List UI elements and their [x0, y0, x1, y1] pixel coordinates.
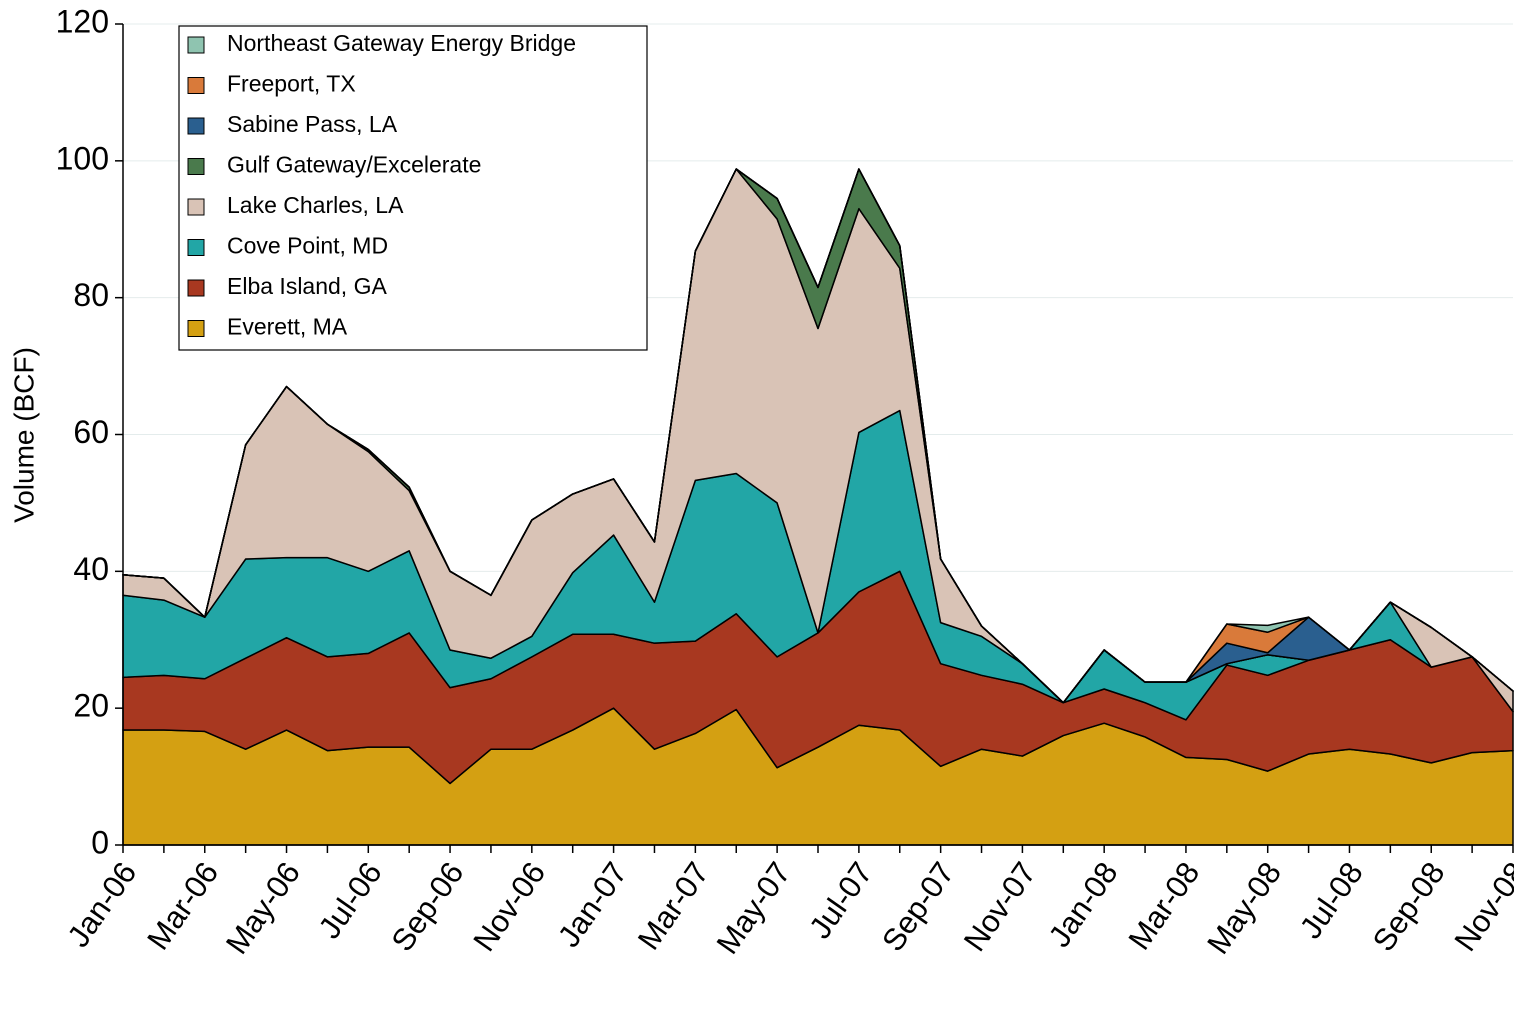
- legend-label: Sabine Pass, LA: [227, 111, 398, 137]
- legend-swatch: [187, 279, 205, 297]
- x-tick-label: Sep-07: [875, 856, 961, 958]
- x-tick-label: Mar-08: [1121, 856, 1206, 957]
- y-tick-label: 120: [56, 3, 109, 39]
- legend-swatch: [187, 36, 205, 54]
- x-tick-label: Jan-07: [551, 856, 634, 954]
- legend-swatch: [187, 198, 205, 216]
- x-tick-label: Jan-08: [1042, 856, 1125, 954]
- legend-swatch: [187, 158, 205, 175]
- x-tick-label: Jul-07: [802, 856, 879, 945]
- y-tick-label: 20: [73, 688, 109, 724]
- x-tick-label: Nov-07: [957, 856, 1043, 958]
- y-tick-label: 100: [56, 140, 109, 176]
- x-tick-label: Jul-08: [1293, 856, 1370, 945]
- x-tick-label: Sep-06: [384, 856, 470, 958]
- x-tick-label: Sep-08: [1366, 856, 1452, 958]
- legend-label: Gulf Gateway/Excelerate: [227, 152, 481, 178]
- legend-label: Northeast Gateway Energy Bridge: [227, 30, 576, 56]
- x-tick-label: May-07: [710, 856, 798, 961]
- legend-label: Freeport, TX: [227, 71, 356, 97]
- x-tick-label: Jul-06: [312, 856, 389, 945]
- y-tick-label: 0: [91, 824, 109, 860]
- y-tick-label: 80: [73, 277, 109, 313]
- legend-box: [178, 25, 648, 351]
- legend-swatch: [187, 320, 205, 337]
- x-tick-label: Mar-06: [140, 856, 225, 957]
- legend-swatch: [187, 77, 205, 94]
- x-tick-label: Mar-07: [631, 856, 716, 957]
- area: [122, 168, 1514, 704]
- x-tick-label: Nov-08: [1447, 856, 1514, 958]
- legend-label: Lake Charles, LA: [227, 192, 404, 218]
- x-tick-label: Jan-06: [60, 856, 143, 954]
- x-tick-label: May-08: [1200, 856, 1288, 961]
- legend-swatch: [187, 239, 205, 256]
- y-tick-label: 60: [73, 414, 109, 450]
- x-tick-label: Nov-06: [466, 856, 552, 958]
- y-axis-label: Volume (BCF): [8, 347, 39, 523]
- legend-label: Cove Point, MD: [227, 233, 388, 259]
- legend-swatch: [187, 117, 205, 135]
- x-tick-label: May-06: [219, 856, 307, 961]
- legend-label: Elba Island, GA: [227, 273, 387, 299]
- y-tick-label: 40: [73, 551, 109, 587]
- legend-label: Everett, MA: [227, 314, 348, 340]
